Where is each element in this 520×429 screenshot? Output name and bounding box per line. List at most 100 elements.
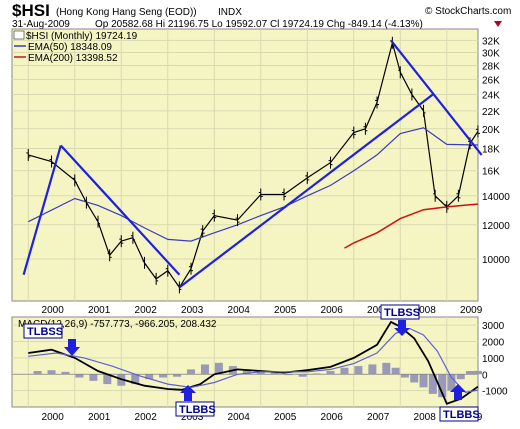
histogram-bar <box>159 374 168 378</box>
price-grid <box>12 29 478 301</box>
tlbss-right-label: TLBSS <box>384 307 420 319</box>
ema50-line <box>28 127 478 242</box>
legend-ema200: EMA(200) 13398.52 <box>28 53 118 64</box>
down-arrow-icon <box>494 21 502 27</box>
legend-swatch-main <box>13 30 25 40</box>
histogram-bar <box>298 374 307 377</box>
trendline <box>390 39 483 156</box>
histogram-bar <box>214 362 223 375</box>
histogram-bar <box>419 374 428 388</box>
histogram-bar <box>187 369 196 375</box>
y-tick-label: 30K <box>482 49 500 60</box>
arrow-down-icon <box>394 320 410 336</box>
histogram-bar <box>456 374 465 380</box>
y-tick-label: 20K <box>482 125 500 136</box>
histogram-bar <box>428 374 437 394</box>
histogram-bar <box>466 371 475 375</box>
legend-ema50: EMA(50) 18348.09 <box>28 42 112 53</box>
histogram-bar <box>47 370 56 375</box>
x-tick-label: 2001 <box>88 305 111 316</box>
y-tick-label: -1000 <box>482 387 508 398</box>
y-tick-label: 18K <box>482 145 500 156</box>
price-series <box>26 36 480 294</box>
x-tick-label: 2000 <box>42 412 65 423</box>
histogram-bar <box>89 374 98 381</box>
macd-y-axis: -1000 0 1000 2000 3000 <box>482 321 508 397</box>
y-tick-label: 28K <box>482 61 500 72</box>
histogram-bar <box>131 374 140 385</box>
price-line <box>28 40 479 289</box>
histogram-bar <box>438 374 447 398</box>
x-tick-label: 2006 <box>321 305 344 316</box>
histogram-bar <box>473 370 482 375</box>
x-tick-label: 2003 <box>181 412 204 423</box>
histogram-bar <box>410 374 419 383</box>
histogram-bar <box>391 367 400 375</box>
histogram-bar <box>382 362 391 375</box>
x-tick-label: 2006 <box>321 412 344 423</box>
macd-label: MACD(12,26,9) -757.773, -966.205, 208.43… <box>18 319 217 330</box>
y-tick-label: 16K <box>482 167 500 178</box>
trendlines <box>22 39 483 289</box>
price-x-axis: 2000 2001 2002 2003 2004 2005 2006 2007 2008 2009 <box>42 305 483 316</box>
y-tick-label: 12000 <box>482 221 510 232</box>
arrow-up-icon <box>450 384 466 400</box>
x-tick-label: 2008 <box>414 305 437 316</box>
tlbss-right-box <box>380 304 420 320</box>
histogram-bar <box>103 374 112 385</box>
histogram-bar <box>242 369 251 375</box>
histogram-bar <box>61 371 70 375</box>
ema200-line <box>344 203 478 249</box>
macd-series <box>28 320 479 405</box>
x-tick-label: 2007 <box>367 305 390 316</box>
x-tick-label: 2004 <box>228 305 251 316</box>
y-tick-label: 3000 <box>482 321 505 332</box>
histogram-bar <box>284 374 293 376</box>
histogram-bar <box>33 371 42 375</box>
x-tick-label: 2003 <box>181 305 204 316</box>
chart-index-name: (Hong Kong Hang Seng (EOD)) <box>56 7 197 18</box>
annotations: TLBSS TLBSS TLBBS TLBBS <box>23 304 480 422</box>
y-tick-label: 0 <box>482 370 488 381</box>
histogram-bar <box>200 364 209 375</box>
legend: $HSI (Monthly) 19724.19 EMA(50) 18348.09… <box>13 30 138 64</box>
price-panel <box>11 28 479 302</box>
x-tick-label: 2007 <box>367 412 390 423</box>
arrow-up-icon <box>180 385 196 401</box>
y-tick-label: 32K <box>482 36 500 47</box>
y-tick-label: 10000 <box>482 255 510 266</box>
x-tick-label: 2000 <box>42 305 65 316</box>
x-tick-label: 2005 <box>274 412 297 423</box>
histogram-bar <box>447 374 456 391</box>
x-tick-label: 2009 <box>460 305 483 316</box>
trendline <box>22 145 62 276</box>
y-tick-label: 2000 <box>482 338 505 349</box>
tlbbs-right-box <box>439 406 479 422</box>
chart-symbol: $HSI <box>12 1 50 20</box>
y-tick-label: 14000 <box>482 192 510 203</box>
tlbbs-right-label: TLBBS <box>443 409 480 421</box>
x-tick-label: 2008 <box>414 412 437 423</box>
x-tick-label: 2002 <box>135 412 158 423</box>
histogram-bar <box>75 374 84 378</box>
chart-date: 31-Aug-2009 <box>12 19 70 30</box>
signal-line <box>28 327 479 393</box>
histogram-bar <box>173 374 182 377</box>
tlbss-left-label: TLBSS <box>27 326 63 338</box>
x-tick-label: 2004 <box>228 412 251 423</box>
histogram-bar <box>270 372 279 375</box>
histogram-bar <box>368 364 377 375</box>
y-tick-label: 22K <box>482 107 500 118</box>
watermark: © StockCharts.com <box>425 6 511 17</box>
arrow-down-icon <box>64 339 80 356</box>
histogram-bar <box>326 371 335 375</box>
quote-line: Op 20582.68 Hi 21196.75 Lo 19592.07 Cl 1… <box>95 19 423 30</box>
tlbss-left-box <box>23 323 63 339</box>
legend-main: $HSI (Monthly) 19724.19 <box>26 31 138 42</box>
trendline <box>60 144 181 276</box>
chart-exchange: INDX <box>218 7 242 18</box>
y-tick-label: 1000 <box>482 354 505 365</box>
